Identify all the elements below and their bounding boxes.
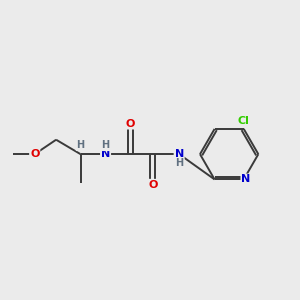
Text: H: H — [101, 140, 110, 150]
Text: N: N — [101, 149, 110, 159]
Text: Cl: Cl — [238, 116, 250, 126]
Text: H: H — [175, 158, 183, 168]
Text: N: N — [175, 149, 184, 159]
Text: O: O — [148, 180, 158, 190]
Text: N: N — [241, 174, 250, 184]
Text: O: O — [30, 149, 39, 159]
Text: O: O — [126, 118, 135, 129]
Text: H: H — [76, 140, 85, 150]
